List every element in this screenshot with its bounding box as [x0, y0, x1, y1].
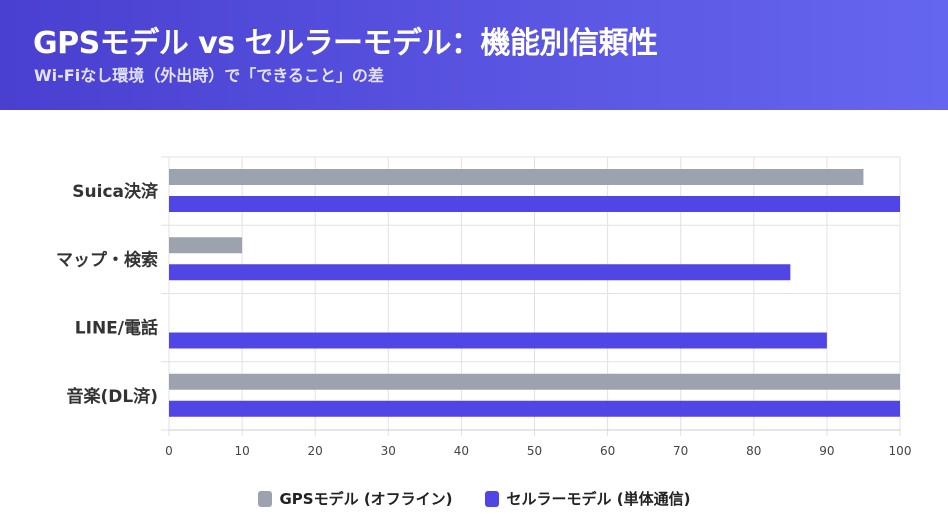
- bar-cellular: [169, 264, 791, 281]
- category-label: Suica決済: [72, 181, 159, 202]
- bar-cellular: [169, 400, 900, 417]
- x-tick-label: 90: [819, 444, 834, 458]
- bar-gps: [169, 373, 900, 390]
- legend-swatch-gps: [257, 490, 272, 507]
- x-tick-label: 100: [889, 444, 912, 458]
- bar-gps: [169, 237, 243, 254]
- x-tick-label: 20: [308, 444, 323, 458]
- page-subtitle: Wi-Fiなし環境（外出時）で「できること」の差: [34, 66, 384, 85]
- category-label: マップ・検索: [56, 249, 158, 270]
- category-label: 音楽(DL済): [67, 386, 158, 407]
- legend-item-gps[interactable]: GPSモデル (オフライン): [257, 488, 453, 509]
- legend: GPSモデル (オフライン) セルラーモデル (単体通信): [0, 488, 948, 509]
- x-tick-label: 0: [165, 444, 173, 458]
- category-label: LINE/電話: [75, 318, 158, 339]
- x-tick-label: 50: [527, 444, 542, 458]
- bar-cellular: [169, 332, 827, 349]
- legend-item-cellular[interactable]: セルラーモデル (単体通信): [484, 488, 691, 509]
- x-tick-label: 70: [673, 444, 688, 458]
- x-tick-label: 60: [600, 444, 615, 458]
- legend-label-cellular: セルラーモデル (単体通信): [506, 490, 691, 508]
- page-title: GPSモデル vs セルラーモデル：機能別信頼性: [33, 26, 658, 61]
- x-tick-label: 10: [234, 444, 249, 458]
- bar-gps: [169, 169, 864, 185]
- bar-cellular: [169, 196, 900, 212]
- x-tick-label: 80: [746, 444, 761, 458]
- x-tick-label: 30: [381, 444, 396, 458]
- header-banner: GPSモデル vs セルラーモデル：機能別信頼性 Wi-Fiなし環境（外出時）で…: [0, 0, 948, 110]
- legend-label-gps: GPSモデル (オフライン): [279, 490, 453, 508]
- x-tick-label: 40: [454, 444, 469, 458]
- legend-swatch-cellular: [484, 490, 499, 507]
